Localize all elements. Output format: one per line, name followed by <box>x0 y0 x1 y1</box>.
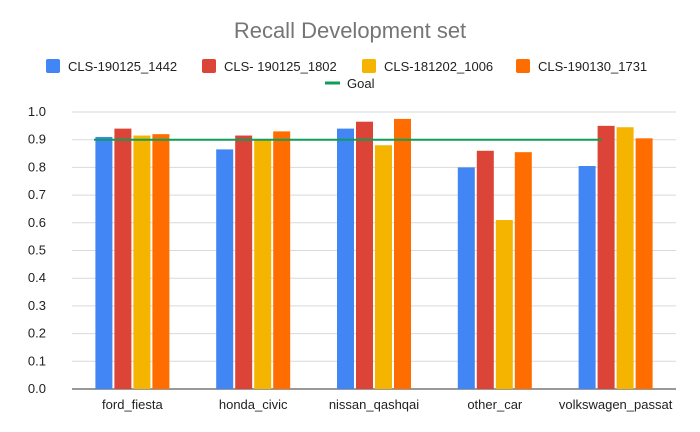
y-tick-label: 0.6 <box>28 215 46 230</box>
bar-other_car-series-1[interactable] <box>457 167 475 389</box>
bar-ford_fiesta-series-2[interactable] <box>114 128 132 389</box>
y-tick-label: 0.0 <box>28 381 46 396</box>
legend-label: CLS-181202_1006 <box>384 59 493 74</box>
bar-volkswagen_passat-series-1[interactable] <box>578 166 596 389</box>
bars <box>95 118 653 390</box>
bar-ford_fiesta-series-1[interactable] <box>95 136 113 389</box>
legend-swatch <box>362 59 376 73</box>
bar-honda_civic-series-4[interactable] <box>273 131 291 389</box>
y-tick-label: 0.5 <box>28 243 46 258</box>
y-tick-label: 0.8 <box>28 159 46 174</box>
bar-volkswagen_passat-series-3[interactable] <box>616 127 634 390</box>
bar-other_car-series-4[interactable] <box>514 152 532 389</box>
x-category-label: other_car <box>467 397 523 412</box>
legend-item-2[interactable]: CLS- 190125_1802 <box>202 59 337 74</box>
x-category-label: volkswagen_passat <box>559 397 673 412</box>
bar-nissan_qashqai-series-3[interactable] <box>375 145 392 389</box>
legend-item-4[interactable]: CLS-190130_1731 <box>516 59 647 74</box>
y-tick-label: 0.2 <box>28 326 46 341</box>
y-tick-label: 0.1 <box>28 353 46 368</box>
y-tick-label: 0.9 <box>28 132 46 147</box>
y-tick-label: 0.7 <box>28 187 46 202</box>
legend-swatch <box>202 59 216 73</box>
legend-label: CLS- 190125_1802 <box>224 59 337 74</box>
bar-volkswagen_passat-series-4[interactable] <box>635 138 653 389</box>
legend-label: CLS-190125_1442 <box>68 59 177 74</box>
bar-honda_civic-series-2[interactable] <box>235 135 253 389</box>
x-category-label: honda_civic <box>219 397 288 412</box>
y-tick-label: 0.3 <box>28 298 46 313</box>
bar-nissan_qashqai-series-4[interactable] <box>394 118 411 390</box>
bar-honda_civic-series-3[interactable] <box>254 139 272 389</box>
chart-title: Recall Development set <box>234 18 466 43</box>
y-tick-label: 0.4 <box>28 270 46 285</box>
legend: CLS-190125_1442 CLS- 190125_1802 CLS-181… <box>46 59 647 91</box>
legend-item-goal[interactable]: Goal <box>325 76 375 91</box>
x-axis-categories: ford_fiesta honda_civic nissan_qashqai othe… <box>102 397 673 412</box>
legend-item-1[interactable]: CLS-190125_1442 <box>46 59 177 74</box>
bar-ford_fiesta-series-3[interactable] <box>133 135 151 389</box>
legend-swatch <box>516 59 530 73</box>
bar-nissan_qashqai-series-2[interactable] <box>356 121 373 389</box>
bar-other_car-series-3[interactable] <box>495 220 513 389</box>
bar-volkswagen_passat-series-2[interactable] <box>597 125 615 389</box>
bar-nissan_qashqai-series-1[interactable] <box>337 128 354 389</box>
legend-item-3[interactable]: CLS-181202_1006 <box>362 59 493 74</box>
x-category-label: nissan_qashqai <box>329 397 419 412</box>
y-axis-ticks: 0.0 0.1 0.2 0.3 0.4 0.5 0.6 0.7 0.8 0.9 1.0 <box>28 104 46 396</box>
y-tick-label: 1.0 <box>28 104 46 119</box>
bar-honda_civic-series-1[interactable] <box>216 149 234 389</box>
x-category-label: ford_fiesta <box>102 397 163 412</box>
legend-label: CLS-190130_1731 <box>538 59 647 74</box>
bar-ford_fiesta-series-4[interactable] <box>152 134 170 389</box>
bar-other_car-series-2[interactable] <box>476 150 494 389</box>
legend-label: Goal <box>347 76 375 91</box>
legend-swatch <box>46 59 60 73</box>
